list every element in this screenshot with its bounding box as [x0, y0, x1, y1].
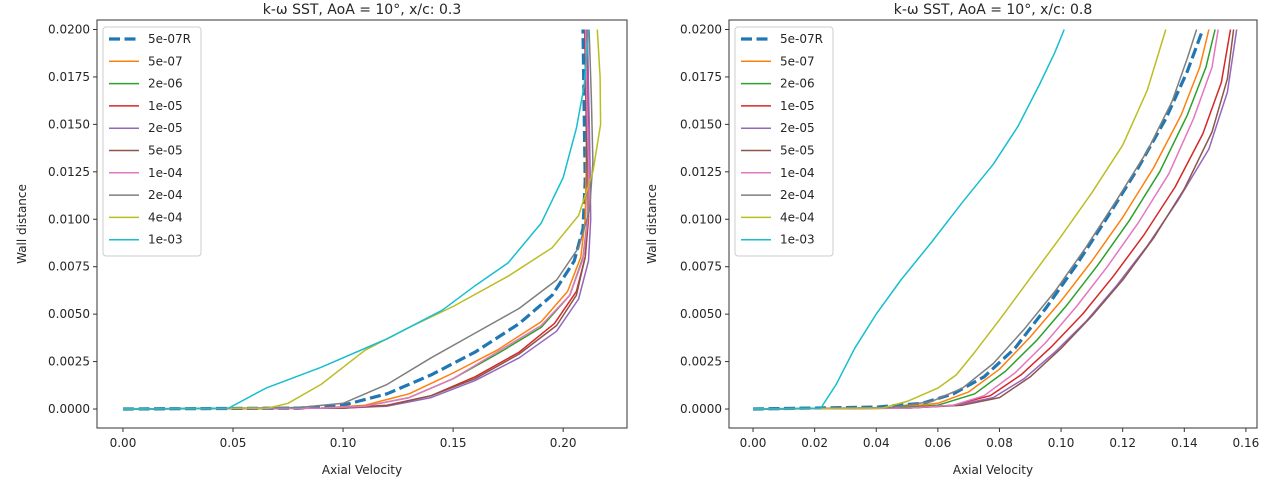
left-legend: 5e-07R 5e-07 2e-06 1e-05 2e-05 5e-05 1e-04 2e-0…: [103, 27, 201, 256]
right-legend-label: 2e-05: [780, 121, 815, 135]
left-ytick-label: 0.0100: [48, 212, 90, 226]
left-ytick-label: 0.0050: [48, 307, 90, 321]
left-legend-label: 5e-07R: [148, 32, 191, 46]
left-ytick-label: 0.0075: [48, 260, 90, 274]
left-legend-label: 2e-04: [148, 188, 183, 202]
left-legend-label: 5e-07: [148, 54, 183, 68]
right-xtick-label: 0.12: [1109, 436, 1136, 450]
right-xtick-label: 0.10: [1048, 436, 1075, 450]
left-ytick-label: 0.0125: [48, 165, 90, 179]
right-ytick-label: 0.0125: [680, 165, 722, 179]
right-chart-title: k-ω SST, AoA = 10°, x/c: 0.8: [894, 2, 1093, 18]
right-xtick-label: 0.14: [1171, 436, 1198, 450]
right-ytick-label: 0.0150: [680, 117, 722, 131]
right-legend-label: 1e-05: [780, 99, 815, 113]
left-legend-label: 2e-06: [148, 77, 183, 91]
right-xtick-label: 0.02: [801, 436, 828, 450]
right-ytick-label: 0.0050: [680, 307, 722, 321]
right-legend-label: 2e-04: [780, 188, 815, 202]
left-legend-label: 4e-04: [148, 210, 183, 224]
left-xtick-label: 0.05: [220, 436, 247, 450]
right-ytick-label: 0.0025: [680, 355, 722, 369]
right-ytick-label: 0.0200: [680, 22, 722, 36]
right-ytick-label: 0.0100: [680, 212, 722, 226]
right-legend-label: 5e-07R: [780, 32, 823, 46]
left-xtick-label: 0.00: [110, 436, 137, 450]
right-xtick-label: 0.00: [740, 436, 767, 450]
left-chart-xlabel: Axial Velocity: [322, 463, 402, 477]
left-ytick-label: 0.0150: [48, 117, 90, 131]
right-chart: k-ω SST, AoA = 10°, x/c: 0.8 Axial Veloc…: [645, 2, 1259, 477]
left-ytick-label: 0.0175: [48, 70, 90, 84]
left-chart: k-ω SST, AoA = 10°, x/c: 0.3 Axial Veloc…: [15, 2, 627, 477]
right-legend: 5e-07R 5e-07 2e-06 1e-05 2e-05 5e-05 1e-04 2e-0…: [735, 27, 833, 256]
left-ytick-label: 0.0200: [48, 22, 90, 36]
left-legend-label: 1e-03: [148, 233, 183, 247]
left-ytick-label: 0.0025: [48, 355, 90, 369]
right-xtick-label: 0.16: [1233, 436, 1260, 450]
left-xtick-label: 0.15: [440, 436, 467, 450]
right-ytick-label: 0.0175: [680, 70, 722, 84]
right-ytick-label: 0.0075: [680, 260, 722, 274]
right-legend-label: 1e-04: [780, 166, 815, 180]
right-chart-ylabel: Wall distance: [645, 184, 659, 264]
right-xtick-label: 0.08: [986, 436, 1013, 450]
right-chart-xlabel: Axial Velocity: [953, 463, 1033, 477]
right-xtick-label: 0.06: [924, 436, 951, 450]
right-legend-label: 5e-07: [780, 54, 815, 68]
left-legend-label: 1e-04: [148, 166, 183, 180]
right-legend-label: 4e-04: [780, 210, 815, 224]
right-legend-label: 2e-06: [780, 77, 815, 91]
right-xtick-label: 0.04: [863, 436, 890, 450]
left-ytick-label: 0.0000: [48, 402, 90, 416]
right-ytick-label: 0.0000: [680, 402, 722, 416]
right-legend-label: 5e-05: [780, 144, 815, 158]
left-chart-title: k-ω SST, AoA = 10°, x/c: 0.3: [263, 2, 462, 18]
left-legend-label: 2e-05: [148, 121, 183, 135]
left-chart-ylabel: Wall distance: [15, 184, 29, 264]
left-xtick-label: 0.10: [330, 436, 357, 450]
right-legend-label: 1e-03: [780, 233, 815, 247]
left-legend-label: 1e-05: [148, 99, 183, 113]
left-xtick-label: 0.20: [550, 436, 577, 450]
left-legend-label: 5e-05: [148, 144, 183, 158]
